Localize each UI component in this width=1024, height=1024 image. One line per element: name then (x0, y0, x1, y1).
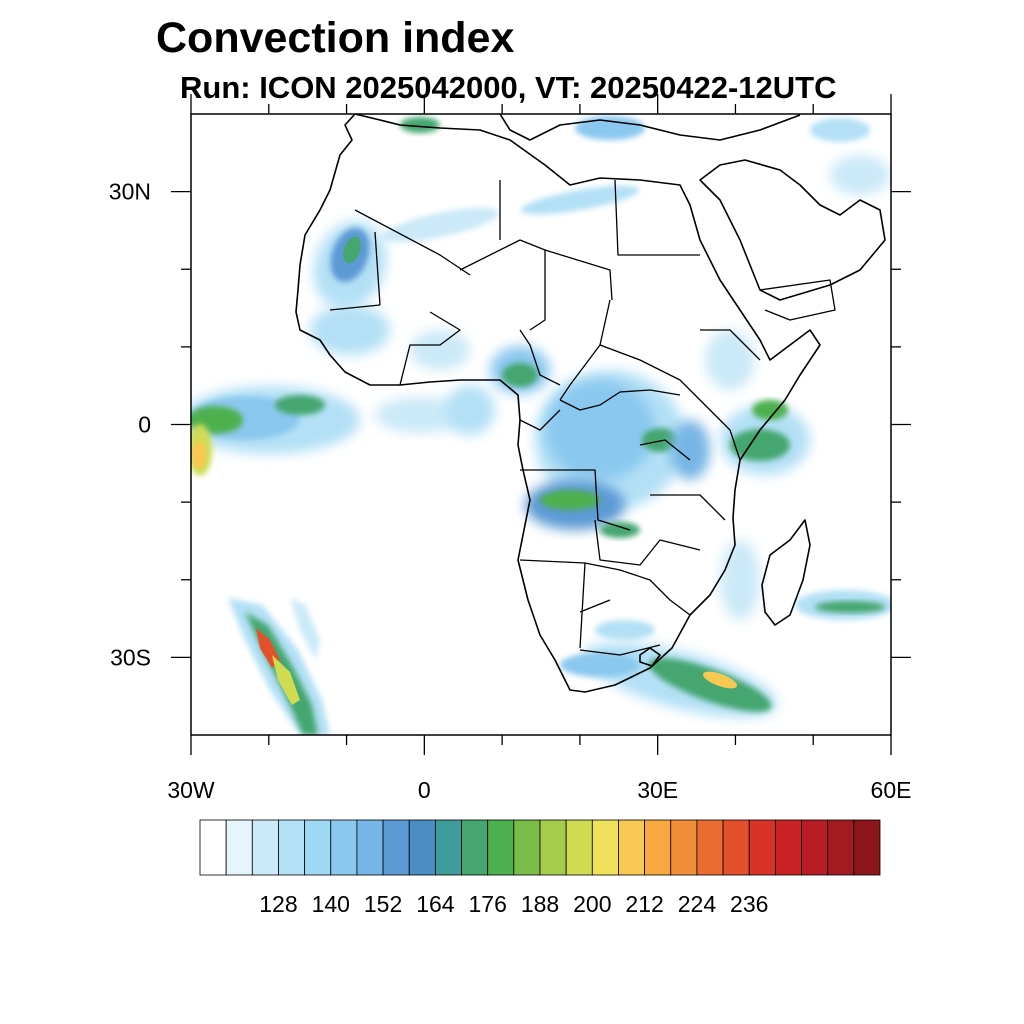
colorbar-swatch (670, 819, 698, 876)
colorbar-swatch (539, 819, 567, 876)
colorbar-swatch (827, 819, 855, 876)
region-atlantic-equatorial (191, 386, 465, 476)
coastlines (295, 114, 886, 693)
x-tick-label: 30E (637, 777, 678, 803)
colorbar-swatch (774, 819, 802, 876)
colorbar-swatch (199, 819, 227, 876)
colorbar-swatch (434, 819, 462, 876)
colorbar-swatch (382, 819, 410, 876)
region-southern-africa (560, 620, 777, 718)
colorbar-swatch (487, 819, 515, 876)
colorbar-swatch (696, 819, 724, 876)
colorbar-label: 152 (364, 891, 402, 917)
colorbar-swatch (591, 819, 619, 876)
lesotho-border (639, 647, 661, 667)
colorbar-labels: 128 140 152 164 176 188 200 212 224 236 (259, 891, 768, 917)
colorbar-swatch (565, 819, 593, 876)
y-tick-label: 0 (138, 412, 151, 438)
colorbar-swatch (278, 819, 306, 876)
colorbar-swatch (225, 819, 253, 876)
colorbar (199, 819, 881, 876)
colorbar-swatch (801, 819, 829, 876)
colorbar-label: 212 (625, 891, 663, 917)
axis-ticks (171, 94, 911, 755)
colorbar-swatch (251, 819, 279, 876)
colorbar-label: 128 (259, 891, 297, 917)
colorbar-swatch (330, 819, 358, 876)
region-west-africa (310, 305, 470, 370)
colorbar-swatch (513, 819, 541, 876)
x-tick-label: 30W (167, 777, 215, 803)
colorbar-swatch (722, 819, 750, 876)
axis-labels: 30N 0 30S 30W 0 30E 60E (109, 179, 912, 803)
colorbar-swatch (644, 819, 672, 876)
colorbar-swatch (748, 819, 776, 876)
arabia-coastline (699, 159, 886, 301)
chart-subtitle: Run: ICON 2025042000, VT: 20250422-12UTC (180, 70, 837, 105)
colorbar-swatch (461, 819, 489, 876)
y-tick-label: 30N (109, 179, 151, 205)
colorbar-label: 224 (678, 891, 717, 917)
country-borders (329, 179, 836, 656)
region-indian-ocean (795, 590, 891, 620)
colorbar-swatch (408, 819, 436, 876)
colorbar-label: 164 (416, 891, 455, 917)
convection-field (191, 116, 891, 735)
colorbar-label: 188 (521, 891, 559, 917)
chart-title: Convection index (156, 14, 515, 62)
colorbar-swatch (853, 819, 881, 876)
europe-coastline (499, 114, 801, 141)
region-south-atlantic-front (228, 598, 330, 735)
y-tick-label: 30S (110, 644, 151, 670)
region-north-africa (313, 116, 890, 309)
colorbar-label: 236 (730, 891, 768, 917)
x-tick-label: 0 (418, 777, 431, 803)
colorbar-label: 176 (469, 891, 507, 917)
x-tick-label: 60E (871, 777, 912, 803)
africa-coastline (295, 114, 821, 693)
region-central-africa (445, 346, 710, 538)
colorbar-label: 200 (573, 891, 611, 917)
colorbar-swatch (356, 819, 384, 876)
colorbar-swatch (304, 819, 332, 876)
colorbar-swatch (618, 819, 646, 876)
madagascar-coastline (761, 519, 811, 626)
colorbar-label: 140 (312, 891, 350, 917)
